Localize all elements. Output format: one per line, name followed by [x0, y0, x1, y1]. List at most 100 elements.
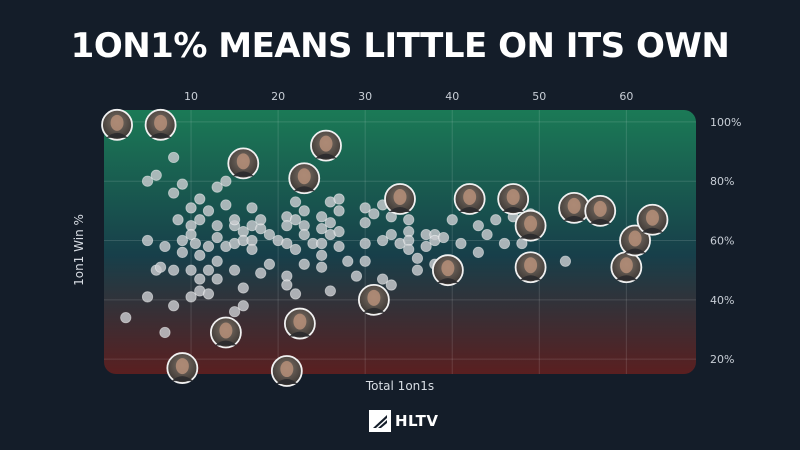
x-axis-label: Total 1on1s: [365, 379, 435, 393]
data-point: [316, 211, 328, 223]
data-point: [211, 220, 223, 232]
player-avatar-point: [619, 224, 651, 257]
data-point: [289, 196, 302, 208]
data-point: [376, 234, 389, 247]
player-avatar-point: [610, 251, 643, 284]
player-avatar-point: [384, 183, 416, 215]
data-point: [324, 217, 336, 229]
data-point: [154, 261, 167, 273]
data-point: [263, 258, 276, 270]
data-point: [385, 228, 397, 241]
y-tick-label: 60%: [710, 235, 734, 248]
data-points: [120, 151, 589, 339]
data-point: [281, 279, 293, 291]
data-point: [342, 255, 354, 267]
hltv-logo-text: HLTV: [395, 412, 439, 430]
data-point: [263, 228, 276, 241]
y-axis-label: 1on1 Win %: [72, 214, 86, 286]
player-avatar-point: [283, 307, 316, 340]
player-avatar-point: [166, 352, 199, 384]
hltv-logo: HLTV: [369, 410, 438, 432]
data-point: [490, 214, 502, 226]
data-point: [202, 205, 215, 217]
data-point: [194, 273, 206, 285]
data-point: [403, 243, 415, 256]
data-point: [376, 273, 389, 285]
data-point: [176, 234, 188, 247]
y-tick-label: 80%: [710, 175, 734, 188]
page-title: 1ON1% MEANS LITTLE ON ITS OWN: [70, 26, 730, 66]
player-avatar-point: [514, 209, 547, 242]
player-avatar-point: [584, 194, 617, 227]
data-point: [237, 300, 249, 312]
data-point: [298, 258, 310, 270]
data-point: [120, 312, 132, 324]
data-point: [333, 240, 345, 253]
data-point: [403, 214, 415, 226]
data-point: [316, 237, 328, 250]
data-point: [194, 193, 206, 205]
data-point: [168, 300, 180, 312]
data-point: [159, 240, 171, 253]
data-point: [316, 249, 328, 261]
data-point: [141, 175, 154, 187]
data-point: [185, 228, 197, 241]
data-point: [168, 187, 180, 199]
data-point: [289, 214, 302, 226]
data-point: [185, 291, 197, 303]
data-point: [255, 214, 267, 226]
data-point: [159, 326, 171, 339]
player-avatar-point: [288, 162, 321, 195]
data-point: [289, 288, 302, 300]
player-avatar-point: [144, 108, 177, 141]
data-point: [246, 243, 258, 256]
data-point: [333, 205, 345, 217]
data-point: [411, 252, 424, 264]
data-point: [237, 282, 249, 294]
data-point: [228, 264, 241, 276]
data-point: [411, 264, 424, 276]
data-point: [246, 202, 258, 214]
data-point: [194, 214, 206, 226]
x-tick-label: 60: [619, 90, 633, 103]
data-point: [176, 178, 188, 190]
data-point: [220, 175, 232, 187]
player-avatar-point: [310, 129, 342, 162]
y-tick-label: 100%: [710, 116, 741, 129]
data-point: [141, 291, 154, 303]
data-point: [211, 255, 223, 267]
data-point: [185, 264, 197, 276]
highlighted-players: [101, 108, 669, 387]
player-avatar-point: [514, 251, 547, 284]
x-tick-label: 50: [532, 90, 546, 103]
player-avatar-point: [431, 254, 464, 287]
data-point: [202, 264, 215, 276]
data-point: [220, 199, 232, 211]
data-point: [316, 261, 328, 273]
data-point: [350, 270, 363, 282]
data-point: [189, 237, 202, 250]
data-point: [141, 234, 154, 247]
data-point: [281, 237, 293, 250]
data-point: [559, 255, 572, 267]
data-point: [150, 169, 162, 181]
player-avatar-point: [101, 108, 133, 141]
x-tick-label: 30: [358, 90, 372, 103]
player-avatar-point: [453, 183, 486, 215]
data-point: [172, 214, 184, 226]
data-point: [298, 205, 310, 217]
data-point: [185, 202, 197, 214]
x-tick-labels: 10 20 30 40 50 60: [184, 90, 633, 103]
y-tick-label: 40%: [710, 294, 734, 307]
data-point: [211, 231, 223, 244]
data-point: [168, 264, 180, 276]
x-tick-label: 20: [271, 90, 285, 103]
data-point: [228, 306, 241, 318]
data-point: [255, 267, 267, 279]
data-point: [359, 237, 371, 250]
player-avatar-point: [209, 316, 242, 349]
data-point: [168, 151, 180, 164]
data-point: [176, 246, 188, 258]
data-point: [202, 288, 215, 300]
